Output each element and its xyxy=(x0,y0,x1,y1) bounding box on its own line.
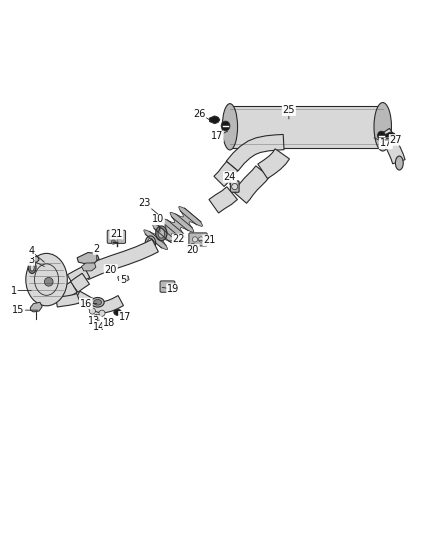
Ellipse shape xyxy=(91,297,104,307)
Polygon shape xyxy=(258,149,290,179)
Circle shape xyxy=(191,244,195,248)
Text: 15: 15 xyxy=(12,305,25,315)
Circle shape xyxy=(198,237,204,242)
Circle shape xyxy=(44,277,53,286)
Polygon shape xyxy=(214,161,238,187)
Polygon shape xyxy=(118,275,129,282)
Text: 14: 14 xyxy=(93,322,105,332)
Ellipse shape xyxy=(378,131,385,140)
Text: 5: 5 xyxy=(120,274,126,285)
Ellipse shape xyxy=(222,103,237,150)
Text: 1: 1 xyxy=(11,286,17,295)
Polygon shape xyxy=(30,256,39,263)
Polygon shape xyxy=(209,187,237,213)
Text: 16: 16 xyxy=(80,298,92,309)
Polygon shape xyxy=(67,266,90,286)
Polygon shape xyxy=(378,128,405,164)
Polygon shape xyxy=(230,106,383,148)
Ellipse shape xyxy=(155,226,167,241)
Text: 20: 20 xyxy=(105,265,117,275)
Text: 20: 20 xyxy=(187,245,199,255)
Circle shape xyxy=(192,237,198,242)
Text: 17: 17 xyxy=(380,139,392,148)
Ellipse shape xyxy=(145,236,155,250)
Circle shape xyxy=(232,183,238,190)
Polygon shape xyxy=(74,291,124,313)
Ellipse shape xyxy=(30,263,34,271)
Ellipse shape xyxy=(28,261,36,273)
Text: 22: 22 xyxy=(173,235,185,245)
Text: 27: 27 xyxy=(389,135,402,145)
Polygon shape xyxy=(233,166,269,203)
Text: 10: 10 xyxy=(152,214,164,224)
Text: 26: 26 xyxy=(193,109,205,119)
Polygon shape xyxy=(83,239,159,279)
Ellipse shape xyxy=(148,238,153,248)
Text: 21: 21 xyxy=(203,235,215,245)
Ellipse shape xyxy=(94,300,102,305)
Circle shape xyxy=(111,240,116,244)
Ellipse shape xyxy=(221,121,230,131)
Circle shape xyxy=(94,314,100,320)
Polygon shape xyxy=(385,132,396,141)
Ellipse shape xyxy=(374,102,392,151)
Text: 25: 25 xyxy=(283,105,295,115)
FancyBboxPatch shape xyxy=(107,230,126,244)
Text: 24: 24 xyxy=(224,172,236,182)
Circle shape xyxy=(117,234,122,239)
Text: 13: 13 xyxy=(88,316,101,326)
Circle shape xyxy=(89,308,95,314)
Ellipse shape xyxy=(396,156,403,170)
FancyBboxPatch shape xyxy=(189,233,207,246)
Text: 17: 17 xyxy=(119,312,131,322)
Text: 17: 17 xyxy=(211,132,223,141)
Text: 23: 23 xyxy=(138,198,151,208)
Circle shape xyxy=(111,234,116,239)
Ellipse shape xyxy=(114,309,122,316)
Polygon shape xyxy=(77,253,99,264)
Text: 19: 19 xyxy=(167,284,179,294)
Text: 21: 21 xyxy=(110,229,123,239)
Polygon shape xyxy=(209,116,220,124)
Polygon shape xyxy=(70,273,89,292)
Polygon shape xyxy=(56,294,80,307)
Text: 2: 2 xyxy=(94,244,100,254)
Polygon shape xyxy=(144,206,202,249)
Ellipse shape xyxy=(26,253,67,306)
FancyBboxPatch shape xyxy=(160,281,175,292)
Polygon shape xyxy=(30,302,42,312)
Polygon shape xyxy=(81,263,96,271)
Text: 4: 4 xyxy=(28,246,34,256)
Ellipse shape xyxy=(158,229,165,238)
Text: 3: 3 xyxy=(28,255,34,265)
Text: 18: 18 xyxy=(103,318,115,328)
FancyBboxPatch shape xyxy=(230,181,239,192)
Polygon shape xyxy=(59,282,77,300)
Circle shape xyxy=(99,310,105,316)
Polygon shape xyxy=(226,134,284,171)
